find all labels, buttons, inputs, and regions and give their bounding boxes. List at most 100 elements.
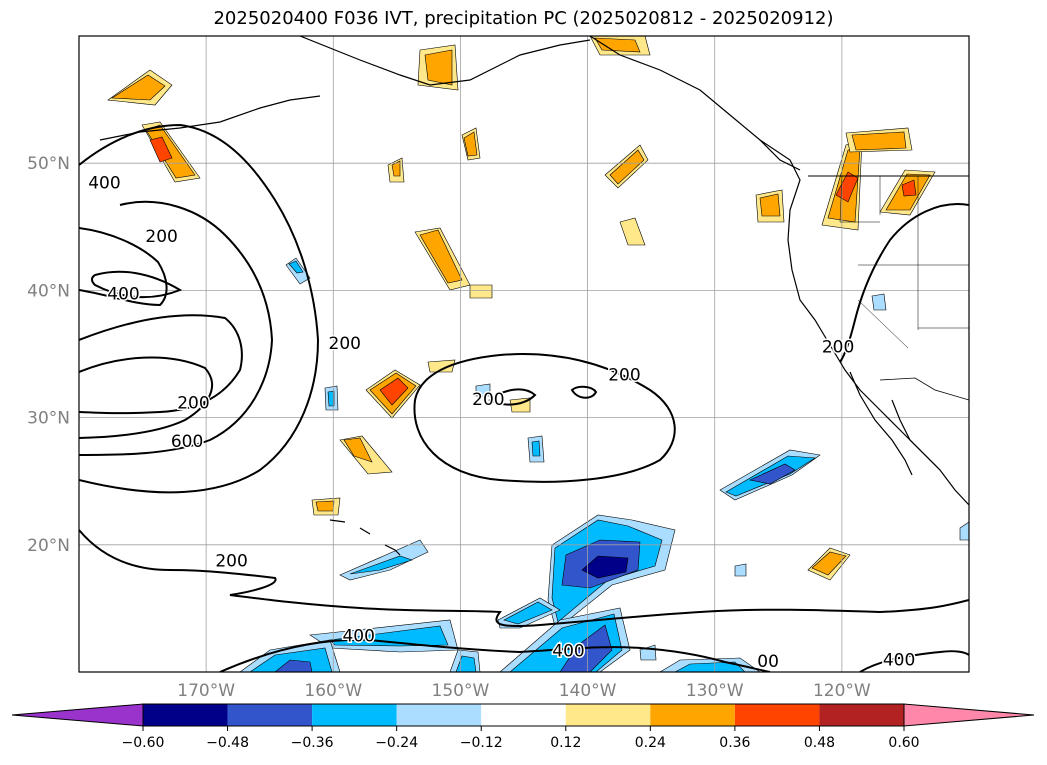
contour-label: 400 xyxy=(88,174,120,194)
ivt-contour-400 xyxy=(219,638,771,672)
positive-anomaly-region xyxy=(315,500,335,512)
x-tick-label: 120°W xyxy=(813,681,871,701)
x-tick-label: 170°W xyxy=(177,681,235,701)
negative-anomaly-region xyxy=(674,661,746,672)
colorbar-segment xyxy=(650,704,735,726)
contour-label: 00 xyxy=(757,652,779,672)
y-tick-label: 20°N xyxy=(27,536,70,556)
x-tick-label: 130°W xyxy=(686,681,744,701)
colorbar-segment xyxy=(481,704,566,726)
contour-label: 200 xyxy=(145,227,177,247)
state-borders xyxy=(839,175,969,349)
positive-anomaly-region xyxy=(391,160,401,177)
negative-anomaly-region xyxy=(531,440,541,457)
contour-label: 200 xyxy=(215,551,247,571)
negative-anomaly-region xyxy=(734,563,747,577)
positive-anomaly-region xyxy=(901,179,917,197)
contour-label: 400 xyxy=(883,651,915,671)
contour-labels: 400 200 400 200 600 200 200 200 200 200 400 400 400 0… xyxy=(87,172,917,672)
negative-anomaly-region xyxy=(288,260,304,274)
ivt-contour-400 xyxy=(79,227,168,307)
x-tick-label: 150°W xyxy=(432,681,490,701)
colorbar-segment xyxy=(565,704,651,726)
negative-anomaly-region xyxy=(749,463,796,485)
positive-anomaly-region xyxy=(811,551,847,576)
positive-anomaly-region xyxy=(111,74,166,101)
ivt-contour-200 xyxy=(570,385,598,399)
ivt-contour-400 xyxy=(79,123,320,494)
gulf-coast xyxy=(891,399,941,471)
negative-anomaly-region xyxy=(475,383,491,397)
x-tick-label: 160°W xyxy=(304,681,362,701)
positive-anomaly-region xyxy=(594,37,641,53)
negative-anomaly-region xyxy=(959,521,969,541)
positive-anomaly-region xyxy=(759,193,781,217)
y-tick-label: 50°N xyxy=(27,154,70,174)
ivt-contour-600 xyxy=(79,356,214,439)
ivt-contour-200 xyxy=(79,314,243,415)
positive-anomaly-region xyxy=(379,377,409,406)
ivt-contour-400 xyxy=(859,650,969,672)
colorbar-segment xyxy=(227,704,313,726)
chart-title: 2025020400 F036 IVT, precipitation PC (2… xyxy=(213,8,834,29)
y-tick-label: 40°N xyxy=(27,281,70,301)
colorbar: −0.60 −0.48 −0.36 −0.24 −0.12 0.12 0.24 0.36 0.4… xyxy=(11,703,1035,751)
colorbar-tick-label: 0.24 xyxy=(635,735,666,751)
x-axis-ticks: 170°W 160°W 150°W 140°W 130°W 120°W xyxy=(177,681,871,701)
negative-anomaly-region xyxy=(327,390,335,407)
negative-anomaly-region xyxy=(274,659,313,672)
ivt-contour-200 xyxy=(488,388,537,406)
contour-label: 200 xyxy=(822,338,854,358)
contour-label: 200 xyxy=(472,390,504,410)
ivt-contour-layer xyxy=(79,123,969,672)
negative-anomaly-region xyxy=(581,555,629,579)
colorbar-outline xyxy=(142,703,905,727)
positive-anomaly-region xyxy=(469,284,493,299)
positive-anomaly-region xyxy=(463,131,478,157)
positive-anomaly-region xyxy=(424,49,453,86)
vancouver-island xyxy=(759,139,801,171)
positive-anomaly-region xyxy=(619,217,646,246)
colorbar-tick-label: −0.12 xyxy=(460,735,503,751)
negative-anomaly-region xyxy=(455,655,477,672)
contour-label: 400 xyxy=(107,284,139,304)
colorbar-tick-label: 0.12 xyxy=(550,735,581,751)
ivt-contour-200 xyxy=(79,200,274,456)
positive-anomaly-region xyxy=(343,437,373,463)
x-tick-label: 140°W xyxy=(559,681,617,701)
colorbar-tick-label: 0.36 xyxy=(719,735,750,751)
positive-anomaly-region xyxy=(149,136,173,163)
colorbar-segment xyxy=(819,704,904,726)
alaska-coast xyxy=(299,36,591,86)
colorbar-segment xyxy=(734,704,820,726)
colorbar-segment xyxy=(312,704,397,726)
negative-anomaly-region xyxy=(503,601,553,625)
map-frame xyxy=(78,35,970,673)
colorbar-extend-high xyxy=(903,703,1035,727)
colorbar-tick-label: −0.48 xyxy=(206,735,249,751)
colorbar-tick-label: −0.36 xyxy=(291,735,334,751)
negative-anomaly-region xyxy=(871,293,887,311)
ivt-contour-200 xyxy=(413,353,676,483)
grid-lines xyxy=(79,36,969,672)
contour-label: 400 xyxy=(552,642,584,662)
baja-peninsula xyxy=(849,371,913,476)
colorbar-segment xyxy=(143,704,228,726)
colorbar-tick-label: 0.60 xyxy=(888,735,919,751)
positive-anomaly-region xyxy=(851,131,907,151)
ivt-contour-200 xyxy=(839,203,969,363)
hawaiian-islands xyxy=(329,519,401,556)
positive-anomaly-region xyxy=(419,229,463,284)
positive-anomaly-region xyxy=(609,149,645,185)
contour-label: 600 xyxy=(171,432,203,452)
y-tick-label: 30°N xyxy=(27,409,70,429)
ivt-contour-200 xyxy=(91,270,183,299)
contour-label: 200 xyxy=(329,334,361,354)
us-mexico-border xyxy=(879,377,969,401)
contour-label: 400 xyxy=(342,626,374,646)
contour-label: 200 xyxy=(608,366,640,386)
ivt-contour-200 xyxy=(79,529,969,628)
contour-label: 200 xyxy=(177,394,209,414)
y-axis-ticks: 50°N 40°N 30°N 20°N xyxy=(27,154,70,556)
